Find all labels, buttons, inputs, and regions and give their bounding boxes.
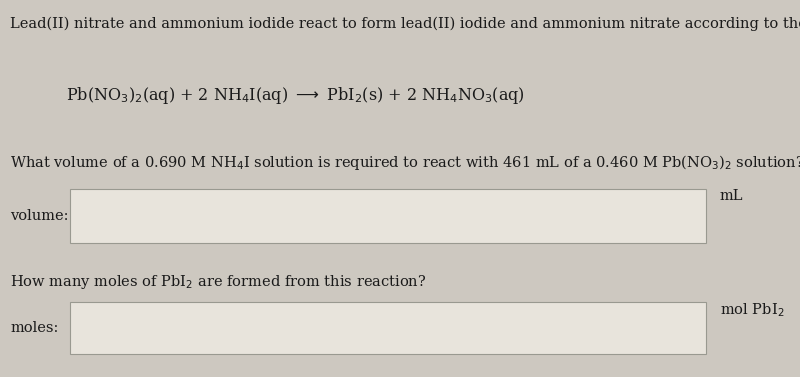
Text: What volume of a 0.690 M NH$_4$I solution is required to react with 461 mL of a : What volume of a 0.690 M NH$_4$I solutio…: [10, 153, 800, 172]
FancyBboxPatch shape: [70, 302, 706, 354]
Text: mol PbI$_2$: mol PbI$_2$: [720, 302, 785, 319]
Text: Lead(II) nitrate and ammonium iodide react to form lead(II) iodide and ammonium : Lead(II) nitrate and ammonium iodide rea…: [10, 17, 800, 31]
FancyBboxPatch shape: [70, 188, 706, 243]
Text: How many moles of PbI$_2$ are formed from this reaction?: How many moles of PbI$_2$ are formed fro…: [10, 273, 426, 291]
Text: moles:: moles:: [10, 321, 58, 335]
Text: Pb(NO$_3$)$_2$(aq) + 2 NH$_4$I(aq) $\longrightarrow$ PbI$_2$(s) + 2 NH$_4$NO$_3$: Pb(NO$_3$)$_2$(aq) + 2 NH$_4$I(aq) $\lon…: [66, 85, 525, 106]
Text: mL: mL: [720, 188, 743, 202]
Text: volume:: volume:: [10, 209, 69, 223]
